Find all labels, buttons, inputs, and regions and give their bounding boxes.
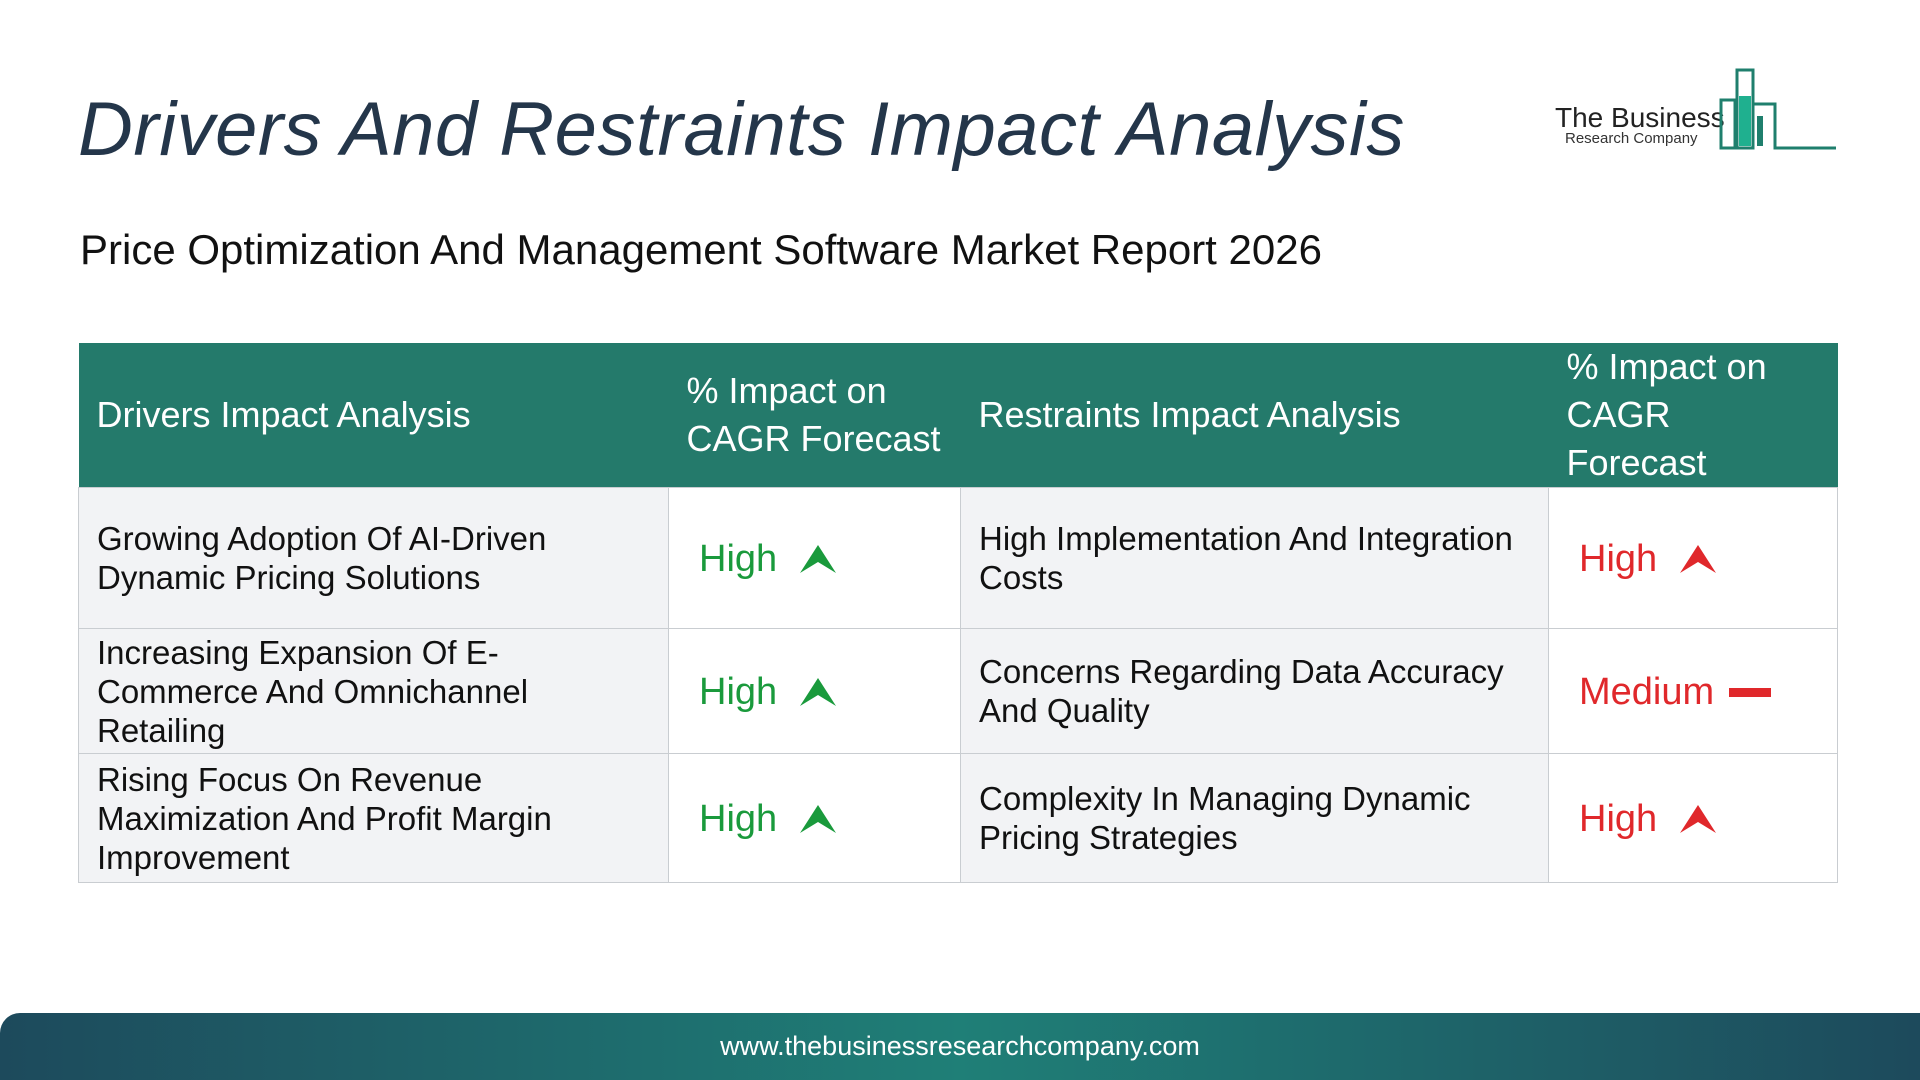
header-restraints: Restraints Impact Analysis [960,343,1549,488]
impact-level: High [699,797,778,840]
impact-level: High [1579,797,1658,840]
table-row: Growing Adoption Of AI-Driven Dynamic Pr… [78,487,1838,629]
impact-level: Medium [1579,670,1715,713]
page-subtitle: Price Optimization And Management Softwa… [80,226,1322,273]
impact-table: Drivers Impact Analysis % Impact on CAGR… [78,343,1838,883]
company-logo: The Business Research Company [1555,66,1836,156]
up-arrow-icon [800,678,837,707]
logo-text-line1: The Business [1555,102,1725,133]
up-arrow-icon [800,545,837,574]
driver-cell: Rising Focus On Revenue Maximization And… [78,753,669,883]
up-arrow-icon [800,805,837,834]
restraint-impact-cell: Medium [1548,628,1838,754]
table-row: Increasing Expansion Of E-Commerce And O… [78,628,1838,754]
header-drivers-impact: % Impact on CAGR Forecast [668,343,961,488]
footer-url-link[interactable]: www.thebusinessresearchcompany.com [720,1031,1200,1061]
header-restraints-impact: % Impact on CAGR Forecast [1548,343,1838,488]
up-arrow-icon [1680,545,1717,574]
table-row: Rising Focus On Revenue Maximization And… [78,753,1838,883]
table-header-row: Drivers Impact Analysis % Impact on CAGR… [78,343,1838,488]
footer-bar: www.thebusinessresearchcompany.com [0,1013,1920,1080]
logo-buildings-icon [1719,68,1836,150]
driver-impact-cell: High [668,628,961,754]
restraint-cell: Complexity In Managing Dynamic Pricing S… [960,753,1549,883]
dash-icon [1729,687,1772,697]
impact-level: High [699,537,778,580]
impact-level: High [1579,537,1658,580]
restraint-cell: High Implementation And Integration Cost… [960,487,1549,629]
header-drivers: Drivers Impact Analysis [78,343,669,488]
restraint-impact-cell: High [1548,753,1838,883]
up-arrow-icon [1680,805,1717,834]
driver-cell: Increasing Expansion Of E-Commerce And O… [78,628,669,754]
page-title: Drivers And Restraints Impact Analysis [78,87,1405,172]
impact-level: High [699,670,778,713]
driver-impact-cell: High [668,487,961,629]
driver-impact-cell: High [668,753,961,883]
restraint-cell: Concerns Regarding Data Accuracy And Qua… [960,628,1549,754]
logo-text-line2: Research Company [1565,130,1698,147]
restraint-impact-cell: High [1548,487,1838,629]
driver-cell: Growing Adoption Of AI-Driven Dynamic Pr… [78,487,669,629]
